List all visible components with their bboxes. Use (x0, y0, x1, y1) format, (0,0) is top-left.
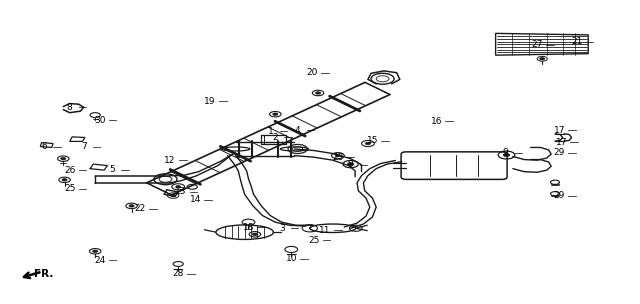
Text: FR.: FR. (34, 269, 53, 279)
Text: 22: 22 (134, 204, 145, 213)
Text: 3: 3 (279, 224, 285, 233)
Text: 26: 26 (64, 166, 76, 175)
Circle shape (540, 57, 545, 60)
Text: 10: 10 (285, 254, 297, 263)
Circle shape (129, 205, 134, 207)
Text: 25: 25 (308, 236, 319, 245)
Text: 7: 7 (81, 142, 86, 151)
Circle shape (316, 92, 321, 94)
Circle shape (503, 154, 509, 157)
Text: 23: 23 (332, 153, 344, 162)
Circle shape (62, 179, 67, 181)
Text: 5: 5 (109, 165, 115, 174)
Text: 19: 19 (204, 97, 216, 106)
Text: 13: 13 (175, 188, 186, 196)
Text: 16: 16 (431, 117, 442, 126)
Text: 28: 28 (173, 269, 184, 278)
Circle shape (365, 142, 371, 145)
Circle shape (171, 194, 175, 197)
Circle shape (175, 185, 180, 188)
Text: 20: 20 (307, 68, 318, 77)
Circle shape (273, 113, 278, 116)
Text: 6: 6 (41, 142, 47, 151)
Text: 9: 9 (348, 160, 353, 169)
Text: 15: 15 (367, 136, 378, 145)
Text: 24: 24 (94, 256, 106, 265)
Text: 30: 30 (94, 116, 106, 125)
Text: 1: 1 (268, 127, 274, 136)
Circle shape (348, 163, 354, 166)
Circle shape (93, 250, 98, 252)
Text: 8: 8 (67, 103, 72, 112)
Text: 17: 17 (554, 126, 565, 135)
Circle shape (335, 154, 340, 157)
Text: 29: 29 (554, 192, 565, 200)
Text: 11: 11 (319, 226, 331, 235)
Text: 14: 14 (190, 195, 201, 204)
Text: 12: 12 (164, 156, 175, 165)
Text: 9: 9 (502, 148, 508, 157)
Text: 21: 21 (571, 37, 582, 46)
Text: 17: 17 (556, 138, 567, 147)
Text: 27: 27 (531, 40, 543, 49)
Text: 18: 18 (243, 223, 254, 232)
Circle shape (252, 233, 257, 236)
Text: 2: 2 (273, 133, 278, 142)
Text: 29: 29 (554, 148, 565, 157)
Text: 4: 4 (295, 126, 300, 135)
Circle shape (61, 157, 66, 160)
Text: 25: 25 (64, 185, 76, 193)
